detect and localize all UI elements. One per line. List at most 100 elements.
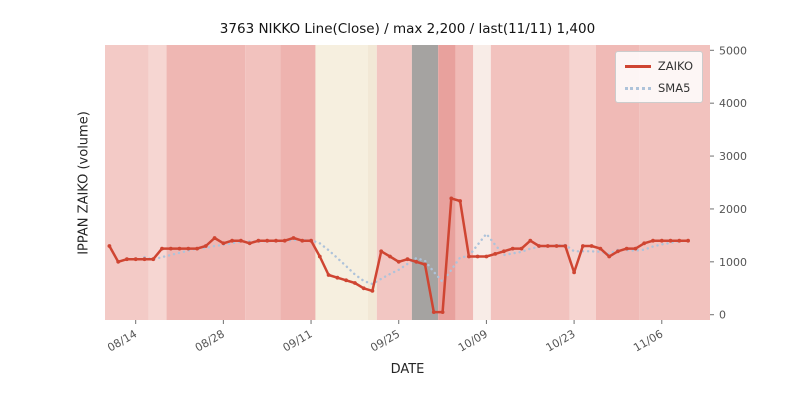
- zaiko-point: [589, 244, 594, 248]
- zaiko-point: [151, 257, 156, 262]
- zaiko-point: [607, 254, 612, 259]
- sma5-line-sample-icon: [625, 86, 651, 90]
- zaiko-point: [493, 252, 498, 256]
- zaiko-point: [133, 257, 138, 262]
- zaiko-point: [344, 278, 348, 283]
- zaiko-point: [107, 244, 112, 248]
- sma5-line: [143, 231, 690, 286]
- zaiko-point: [677, 238, 682, 243]
- background-band: [280, 45, 316, 320]
- background-band: [245, 45, 281, 320]
- zaiko-point: [230, 238, 235, 243]
- y-axis-label: IPPAN ZAIKO (volume): [76, 111, 92, 255]
- zaiko-point: [651, 238, 655, 243]
- zaiko-point: [379, 249, 384, 254]
- zaiko-series: [107, 196, 690, 314]
- zaiko-point: [510, 246, 515, 251]
- background-band: [368, 45, 377, 320]
- zaiko-point: [686, 238, 690, 243]
- zaiko-point: [370, 289, 375, 293]
- zaiko-point: [642, 241, 647, 246]
- zaiko-point: [265, 238, 270, 243]
- zaiko-point: [405, 257, 410, 262]
- zaiko-line-sample-icon: [625, 64, 651, 68]
- background-band: [455, 45, 474, 320]
- zaiko-point: [616, 249, 620, 254]
- zaiko-point: [186, 246, 191, 251]
- zaiko-point: [300, 238, 305, 243]
- y-tick-label: 4000: [719, 97, 747, 110]
- background-band: [569, 45, 596, 320]
- y-tick-label: 0: [719, 309, 726, 322]
- zaiko-point: [282, 238, 287, 243]
- y-tick-label: 3000: [719, 150, 747, 163]
- background-band: [438, 45, 456, 320]
- zaiko-point: [221, 241, 226, 246]
- legend-item-sma5: SMA5: [625, 81, 693, 95]
- background-band: [105, 45, 149, 320]
- x-tick-label: 08/28: [193, 327, 227, 354]
- x-axis: 08/14 08/28 09/11 09/25 10/09 10/23 11/06: [105, 320, 665, 354]
- zaiko-point: [239, 238, 243, 243]
- background-band: [376, 45, 412, 320]
- zaiko-point: [598, 246, 603, 251]
- background-band: [411, 45, 439, 320]
- legend-item-zaiko: ZAIKO: [625, 59, 693, 73]
- zaiko-point: [467, 254, 471, 259]
- zaiko-point: [142, 257, 147, 262]
- zaiko-point: [256, 238, 261, 243]
- zaiko-point: [335, 275, 340, 280]
- x-tick-label: 09/11: [281, 327, 315, 354]
- zaiko-point: [449, 196, 454, 201]
- zaiko-point: [309, 238, 313, 243]
- background-band: [148, 45, 167, 320]
- sma5-series: [143, 231, 690, 286]
- zaiko-point: [484, 254, 489, 259]
- zaiko-point: [317, 254, 322, 259]
- zaiko-point: [633, 246, 638, 251]
- zaiko-point: [160, 246, 164, 251]
- x-tick-label: 08/14: [105, 327, 139, 354]
- y-tick-label: 5000: [719, 44, 747, 57]
- x-tick-label: 10/23: [544, 327, 578, 354]
- zaiko-point: [458, 199, 462, 203]
- zaiko-point: [125, 257, 129, 262]
- zaiko-point: [440, 310, 445, 314]
- x-tick-label: 11/06: [631, 327, 665, 354]
- zaiko-point: [659, 238, 664, 243]
- legend-label-sma5: SMA5: [658, 81, 691, 95]
- zaiko-point: [423, 262, 427, 267]
- x-tick-label: 10/09: [456, 327, 490, 354]
- zaiko-point: [431, 310, 436, 314]
- legend: ZAIKO SMA5: [615, 51, 703, 103]
- zaiko-point: [396, 259, 401, 264]
- zaiko-point: [212, 236, 217, 240]
- zaiko-point: [203, 244, 208, 248]
- zaiko-point: [572, 270, 576, 275]
- zaiko-point: [116, 259, 121, 264]
- zaiko-point: [475, 254, 480, 259]
- zaiko-point: [195, 246, 200, 251]
- zaiko-point: [361, 286, 366, 291]
- zaiko-point: [326, 273, 331, 277]
- zaiko-point: [502, 249, 506, 254]
- zaiko-point: [247, 241, 252, 246]
- chart-title: 3763 NIKKO Line(Close) / max 2,200 / las…: [219, 21, 596, 37]
- zaiko-point: [545, 244, 550, 248]
- x-axis-label: DATE: [390, 362, 425, 377]
- background-band: [315, 45, 368, 320]
- zaiko-point: [388, 254, 392, 259]
- y-tick-label: 1000: [719, 256, 747, 269]
- zaiko-point: [168, 246, 173, 251]
- legend-label-zaiko: ZAIKO: [657, 59, 693, 73]
- background-band: [490, 45, 570, 320]
- x-tick-label: 09/25: [368, 327, 402, 354]
- zaiko-point: [581, 244, 585, 248]
- y-tick-label: 2000: [719, 203, 747, 216]
- zaiko-point: [177, 246, 182, 251]
- zaiko-point: [537, 244, 541, 248]
- background-band: [473, 45, 491, 320]
- zaiko-point: [563, 244, 568, 248]
